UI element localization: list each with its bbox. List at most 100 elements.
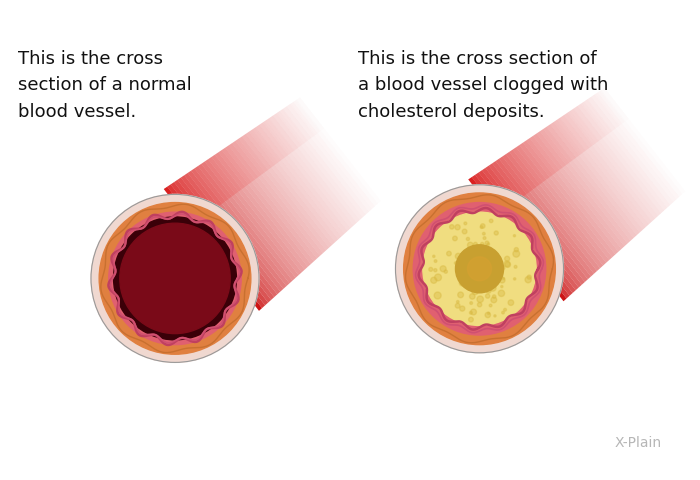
Circle shape <box>473 267 480 275</box>
Circle shape <box>433 255 435 257</box>
Polygon shape <box>499 156 594 276</box>
Circle shape <box>484 257 488 261</box>
Polygon shape <box>171 182 268 305</box>
Circle shape <box>430 277 437 283</box>
Circle shape <box>468 257 491 281</box>
Polygon shape <box>256 125 344 237</box>
Polygon shape <box>195 166 290 286</box>
Circle shape <box>484 269 488 273</box>
Text: X-Plain: X-Plain <box>615 436 662 450</box>
Polygon shape <box>526 138 618 254</box>
Circle shape <box>476 273 482 279</box>
Circle shape <box>466 284 472 290</box>
Polygon shape <box>581 101 667 211</box>
Polygon shape <box>550 121 580 158</box>
Circle shape <box>481 264 483 266</box>
Circle shape <box>475 263 479 266</box>
Circle shape <box>463 276 469 281</box>
Polygon shape <box>496 159 591 279</box>
Circle shape <box>475 272 478 276</box>
Circle shape <box>500 272 503 275</box>
Polygon shape <box>564 113 652 224</box>
Circle shape <box>434 260 437 263</box>
Polygon shape <box>560 115 649 227</box>
Circle shape <box>500 286 503 288</box>
Circle shape <box>475 264 477 266</box>
Circle shape <box>480 242 484 246</box>
Circle shape <box>514 265 517 268</box>
Circle shape <box>485 312 491 318</box>
Text: This is the cross section of
a blood vessel clogged with
cholesterol deposits.: This is the cross section of a blood ves… <box>358 50 608 121</box>
Circle shape <box>477 302 482 307</box>
Polygon shape <box>578 103 607 138</box>
Polygon shape <box>545 124 576 161</box>
Polygon shape <box>485 166 582 288</box>
Circle shape <box>475 255 481 262</box>
Circle shape <box>468 317 473 322</box>
Polygon shape <box>232 141 323 256</box>
Circle shape <box>486 257 492 263</box>
Circle shape <box>502 311 504 314</box>
Circle shape <box>423 212 536 325</box>
Polygon shape <box>235 139 326 253</box>
Polygon shape <box>232 140 262 177</box>
Circle shape <box>454 262 457 264</box>
Polygon shape <box>475 173 573 296</box>
Circle shape <box>470 309 477 315</box>
Circle shape <box>487 312 490 314</box>
Circle shape <box>480 284 484 289</box>
Circle shape <box>514 248 519 252</box>
Circle shape <box>481 274 485 277</box>
Circle shape <box>434 269 437 272</box>
Polygon shape <box>215 152 308 270</box>
Polygon shape <box>209 156 241 193</box>
Circle shape <box>474 242 477 246</box>
Circle shape <box>505 256 510 261</box>
Polygon shape <box>541 128 572 164</box>
Polygon shape <box>191 168 223 206</box>
Circle shape <box>484 264 487 266</box>
Circle shape <box>489 278 493 282</box>
Polygon shape <box>283 107 369 215</box>
Polygon shape <box>509 149 541 187</box>
Polygon shape <box>536 132 627 246</box>
Polygon shape <box>547 124 636 238</box>
Circle shape <box>440 266 446 272</box>
Circle shape <box>466 284 470 288</box>
Circle shape <box>488 274 492 278</box>
Polygon shape <box>228 143 258 180</box>
Circle shape <box>480 268 485 273</box>
Polygon shape <box>200 162 232 200</box>
Circle shape <box>459 280 466 286</box>
Polygon shape <box>242 134 332 248</box>
Polygon shape <box>182 174 214 213</box>
Polygon shape <box>514 146 545 184</box>
Circle shape <box>482 232 485 235</box>
Circle shape <box>468 261 472 265</box>
Text: This is the cross
section of a normal
blood vessel.: This is the cross section of a normal bl… <box>18 50 192 121</box>
Circle shape <box>120 223 230 334</box>
Polygon shape <box>489 163 584 285</box>
Polygon shape <box>266 118 354 228</box>
Polygon shape <box>184 173 280 294</box>
Polygon shape <box>186 171 219 209</box>
Circle shape <box>494 315 496 317</box>
Polygon shape <box>208 157 302 275</box>
Polygon shape <box>246 131 276 168</box>
Circle shape <box>472 266 479 273</box>
Polygon shape <box>591 95 676 202</box>
Polygon shape <box>492 161 588 282</box>
Polygon shape <box>530 136 622 252</box>
Circle shape <box>500 265 505 270</box>
Circle shape <box>467 257 474 264</box>
Circle shape <box>473 267 475 271</box>
Polygon shape <box>550 122 640 235</box>
Polygon shape <box>169 183 201 222</box>
Circle shape <box>413 203 546 335</box>
Polygon shape <box>276 111 363 220</box>
Circle shape <box>461 274 463 276</box>
Circle shape <box>508 300 514 305</box>
Polygon shape <box>237 137 267 174</box>
Polygon shape <box>540 129 631 243</box>
Polygon shape <box>270 116 356 226</box>
